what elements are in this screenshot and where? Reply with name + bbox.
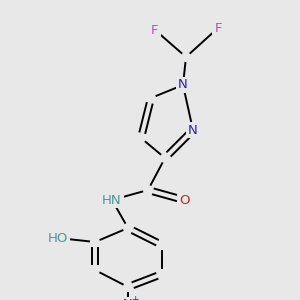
Text: N: N — [123, 298, 133, 300]
Text: N: N — [188, 124, 198, 136]
Text: F: F — [151, 23, 159, 37]
Text: +: + — [131, 295, 139, 300]
Text: N: N — [178, 79, 188, 92]
Text: HO: HO — [48, 232, 68, 244]
Text: HN: HN — [102, 194, 122, 206]
Text: O: O — [179, 194, 189, 206]
Text: F: F — [214, 22, 222, 34]
